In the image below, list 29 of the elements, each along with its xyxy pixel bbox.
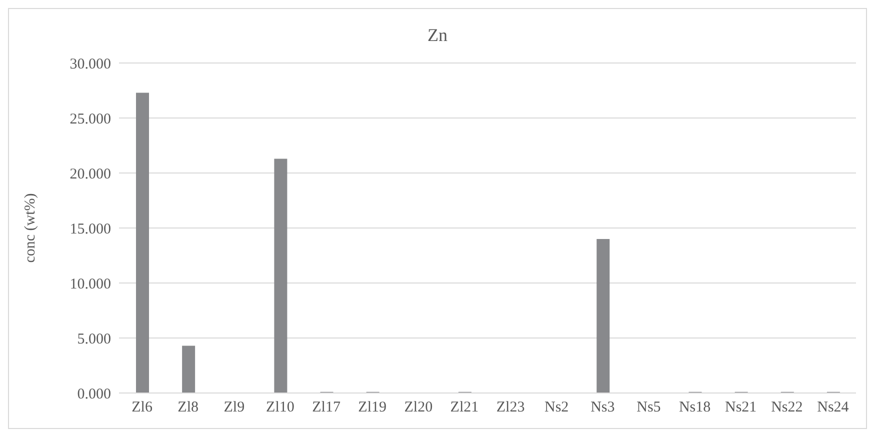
x-tick-label: Zl17 [312,400,341,416]
y-tick-label: 30.000 [70,56,111,72]
x-tick-label: Ns3 [590,400,615,416]
x-tick-label: Zl10 [266,400,294,416]
bar [274,158,288,393]
x-tick-label: Ns5 [636,400,661,416]
x-tick-label: Zl9 [224,400,245,416]
y-tick-label: 15.000 [70,221,111,238]
y-tick-label: 20.000 [70,166,111,182]
x-tick-label: Zl21 [450,400,479,416]
y-tick-label: 10.000 [70,276,111,292]
bar [182,346,196,393]
y-tick-label: 0.000 [77,386,111,402]
x-tick-label: Zl8 [178,400,199,416]
x-tick-label: Ns18 [678,400,711,416]
y-axis-title: conc (wt%) [22,193,38,263]
x-tick-label: Ns22 [771,400,803,416]
y-tick-label: 5.000 [77,331,111,348]
x-tick-label: Zl19 [358,400,387,416]
x-tick-label: Zl23 [496,400,525,416]
x-tick-label: Ns2 [544,400,569,416]
x-tick-label: Ns24 [817,400,850,416]
bar [596,239,610,393]
y-tick-label: 25.000 [70,111,111,128]
x-tick-label: Zl20 [404,400,433,416]
bar [136,92,149,393]
x-tick-label: Ns21 [725,400,757,416]
chart-title: Zn [426,24,448,47]
x-tick-label: Zl6 [132,400,153,416]
